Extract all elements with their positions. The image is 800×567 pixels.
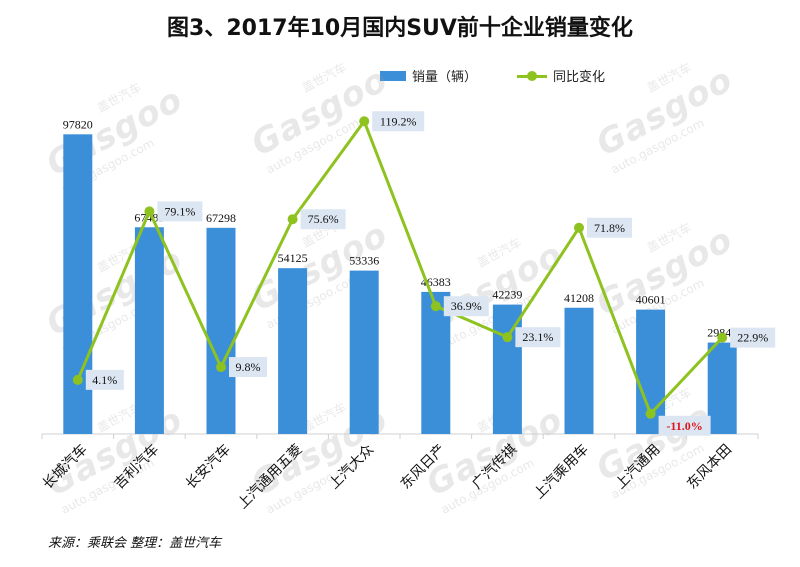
yoy-marker-长城汽车 xyxy=(72,374,83,385)
yoy-label-box xyxy=(300,209,346,230)
bar-上汽大众 xyxy=(349,270,379,434)
legend-line-label: 同比变化 xyxy=(553,70,606,85)
yoy-value-label: 119.2% xyxy=(380,114,417,128)
bar-value-label: 53336 xyxy=(349,254,379,268)
yoy-marker-长安汽车 xyxy=(216,362,226,373)
bar-value-label: 67298 xyxy=(206,211,236,225)
category-label: 上汽乘用车 xyxy=(530,441,592,503)
bar-value-label: 40601 xyxy=(636,293,666,307)
yoy-line xyxy=(76,119,724,416)
yoy-label-box xyxy=(157,201,203,222)
category-label: 上汽大众 xyxy=(326,442,377,493)
category-label: 长城汽车 xyxy=(39,441,91,493)
bar-东风本田 xyxy=(707,342,737,434)
category-label: 东风本田 xyxy=(684,442,735,493)
bar-value-label: 67483 xyxy=(134,210,164,224)
yoy-marker-上汽通用 xyxy=(645,408,656,419)
yoy-label-box xyxy=(372,111,425,132)
yoy-label-box xyxy=(730,327,776,348)
bar-value-label: 54125 xyxy=(278,251,308,265)
category-label: 长安汽车 xyxy=(182,441,234,493)
category-label: 上汽通用 xyxy=(613,442,664,493)
category-label: 吉利汽车 xyxy=(111,441,163,493)
yoy-label-box xyxy=(515,327,561,348)
yoy-value-label: 79.1% xyxy=(164,204,195,218)
yoy-value-label: 22.9% xyxy=(737,331,768,345)
legend-bar-swatch xyxy=(380,70,406,81)
yoy-value-label: 4.1% xyxy=(92,373,117,387)
chart-title: 图3、2017年10月国内SUV前十企业销量变化 xyxy=(167,16,633,41)
legend-line-swatch xyxy=(517,70,548,81)
source-note: 来源：乘联会 整理：盖世汽车 xyxy=(48,536,222,551)
yoy-marker-东风日产 xyxy=(430,301,441,312)
yoy-label-box xyxy=(85,369,124,390)
yoy-marker-广汽传祺 xyxy=(502,332,513,343)
yoy-value-label: 23.1% xyxy=(522,330,553,344)
bar-value-label: 42239 xyxy=(492,288,522,302)
yoy-value-label: 36.9% xyxy=(451,299,482,313)
yoy-value-label: -11.0% xyxy=(666,419,702,433)
yoy-marker-上汽大众 xyxy=(359,116,370,127)
yoy-label-box xyxy=(443,296,489,317)
yoy-marker-上汽通用五菱 xyxy=(287,214,298,225)
yoy-label-box xyxy=(658,415,711,436)
category-label: 广汽传祺 xyxy=(469,442,520,493)
bar-上汽乘用车 xyxy=(564,307,594,434)
category-label: 东风日产 xyxy=(398,442,449,493)
bar-上汽通用五菱 xyxy=(278,268,308,434)
bar-value-label: 41208 xyxy=(564,291,594,305)
legend-bar-label: 销量（辆） xyxy=(412,70,478,85)
yoy-marker-东风本田 xyxy=(717,332,728,343)
bar-value-label: 97820 xyxy=(63,117,93,131)
bar-长安汽车 xyxy=(206,227,236,434)
yoy-value-label: 71.8% xyxy=(594,221,625,235)
yoy-label-box xyxy=(229,357,267,378)
yoy-marker-吉利汽车 xyxy=(144,206,155,217)
yoy-marker-上汽乘用车 xyxy=(574,222,584,233)
legend: 销量（辆） 同比变化 xyxy=(380,66,605,85)
yoy-label-box xyxy=(587,217,632,238)
yoy-value-label: 75.6% xyxy=(308,212,339,226)
bar-广汽传祺 xyxy=(492,304,522,434)
category-label: 上汽通用五菱 xyxy=(235,442,306,513)
bar-吉利汽车 xyxy=(134,227,164,434)
bar-value-label: 29846 xyxy=(707,326,737,340)
yoy-value-label: 9.8% xyxy=(236,360,261,374)
